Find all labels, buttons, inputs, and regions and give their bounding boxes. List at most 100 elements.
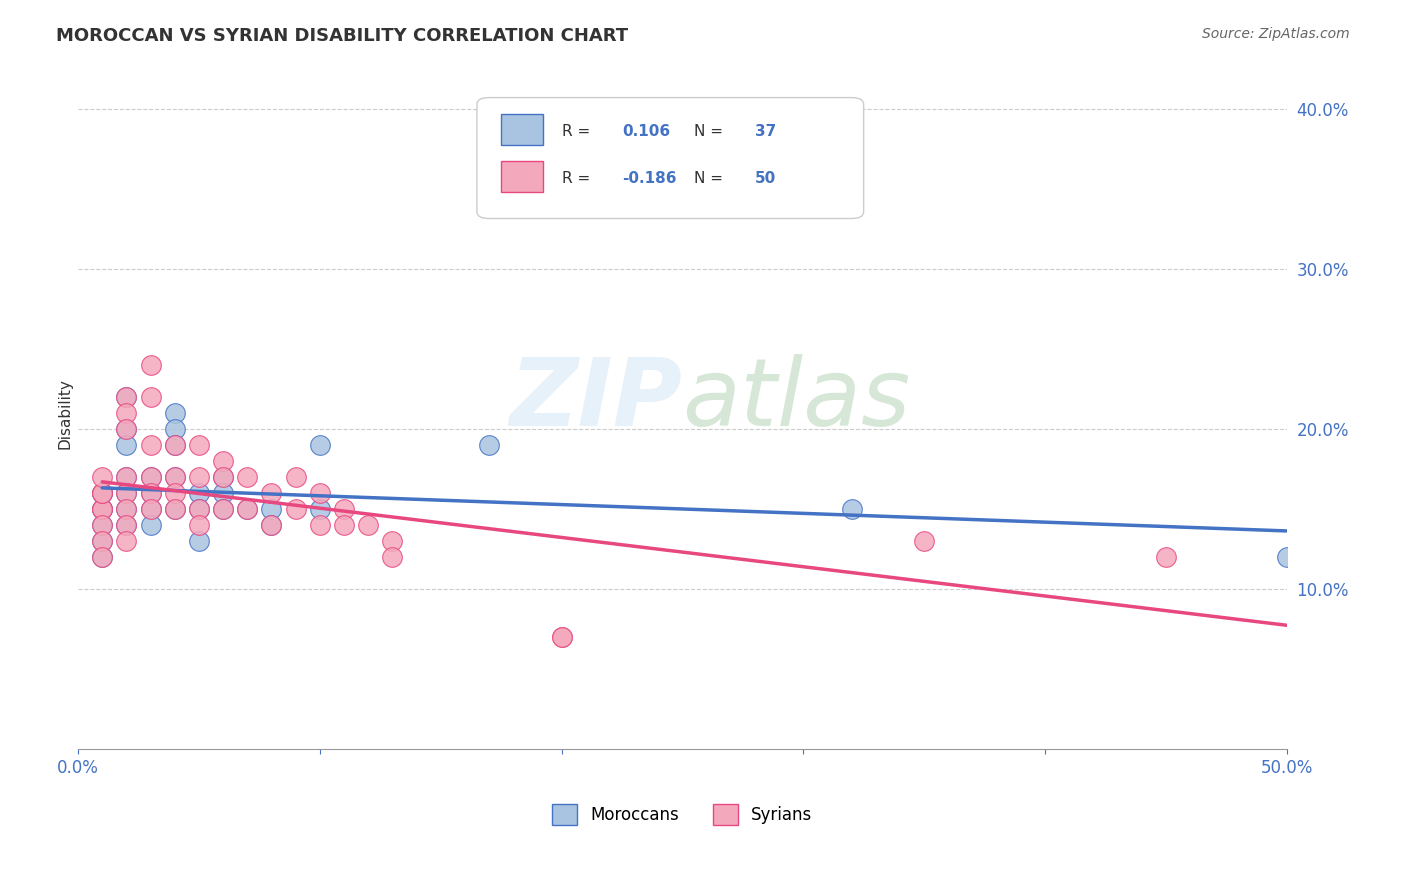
Point — [115, 486, 138, 500]
Point — [115, 406, 138, 420]
Point — [308, 486, 330, 500]
Point — [188, 438, 211, 452]
Point — [188, 486, 211, 500]
Point — [212, 502, 235, 516]
Point — [236, 502, 259, 516]
Point — [188, 502, 211, 516]
Point — [91, 470, 114, 484]
Point — [212, 502, 235, 516]
Point — [550, 630, 572, 644]
Point — [139, 502, 162, 516]
Text: 37: 37 — [755, 124, 776, 138]
Y-axis label: Disability: Disability — [58, 378, 73, 449]
Point — [139, 518, 162, 533]
Point — [163, 438, 186, 452]
Point — [91, 534, 114, 549]
Point — [115, 518, 138, 533]
Point — [115, 502, 138, 516]
Point — [163, 406, 186, 420]
FancyBboxPatch shape — [477, 97, 863, 219]
Text: R =: R = — [561, 124, 589, 138]
Point — [308, 438, 330, 452]
Point — [188, 470, 211, 484]
Point — [284, 502, 307, 516]
Point — [381, 534, 404, 549]
Point — [260, 518, 283, 533]
Point — [115, 422, 138, 436]
Point — [260, 486, 283, 500]
Text: R =: R = — [561, 170, 589, 186]
Point — [212, 470, 235, 484]
Point — [139, 486, 162, 500]
Point — [550, 630, 572, 644]
Point — [115, 534, 138, 549]
Point — [139, 502, 162, 516]
Point — [139, 359, 162, 373]
Point — [91, 502, 114, 516]
Text: N =: N = — [695, 124, 724, 138]
Point — [115, 390, 138, 404]
Point — [1154, 550, 1177, 565]
Point — [212, 454, 235, 468]
Text: atlas: atlas — [682, 354, 911, 445]
Text: -0.186: -0.186 — [621, 170, 676, 186]
Point — [91, 518, 114, 533]
Point — [91, 550, 114, 565]
Point — [115, 502, 138, 516]
Text: 50: 50 — [755, 170, 776, 186]
Point — [139, 486, 162, 500]
Point — [115, 518, 138, 533]
Point — [357, 518, 380, 533]
Point — [841, 502, 863, 516]
Point — [163, 502, 186, 516]
Point — [91, 502, 114, 516]
Point — [333, 502, 356, 516]
Point — [260, 502, 283, 516]
Point — [115, 486, 138, 500]
Point — [212, 470, 235, 484]
Point — [139, 470, 162, 484]
Point — [260, 518, 283, 533]
Point — [91, 486, 114, 500]
Point — [91, 502, 114, 516]
Point — [91, 502, 114, 516]
Point — [236, 502, 259, 516]
Point — [163, 486, 186, 500]
Point — [115, 422, 138, 436]
FancyBboxPatch shape — [501, 114, 543, 145]
Point — [381, 550, 404, 565]
Point — [308, 518, 330, 533]
Point — [91, 534, 114, 549]
Point — [115, 438, 138, 452]
Point — [308, 502, 330, 516]
Point — [163, 438, 186, 452]
Point — [163, 422, 186, 436]
Point — [91, 486, 114, 500]
Text: Source: ZipAtlas.com: Source: ZipAtlas.com — [1202, 27, 1350, 41]
Point — [163, 470, 186, 484]
Point — [91, 518, 114, 533]
Point — [236, 470, 259, 484]
Point — [91, 486, 114, 500]
Point — [115, 470, 138, 484]
Point — [912, 534, 935, 549]
Point — [212, 486, 235, 500]
Point — [478, 438, 501, 452]
Point — [188, 502, 211, 516]
Point — [91, 486, 114, 500]
Legend: Moroccans, Syrians: Moroccans, Syrians — [546, 797, 820, 831]
Text: MOROCCAN VS SYRIAN DISABILITY CORRELATION CHART: MOROCCAN VS SYRIAN DISABILITY CORRELATIO… — [56, 27, 628, 45]
Point — [163, 502, 186, 516]
Point — [188, 534, 211, 549]
Text: ZIP: ZIP — [509, 354, 682, 446]
FancyBboxPatch shape — [501, 161, 543, 192]
Point — [333, 518, 356, 533]
Point — [139, 390, 162, 404]
Point — [139, 470, 162, 484]
Point — [163, 470, 186, 484]
Point — [284, 470, 307, 484]
Point — [115, 390, 138, 404]
Point — [115, 470, 138, 484]
Text: 0.106: 0.106 — [621, 124, 671, 138]
Point — [139, 438, 162, 452]
